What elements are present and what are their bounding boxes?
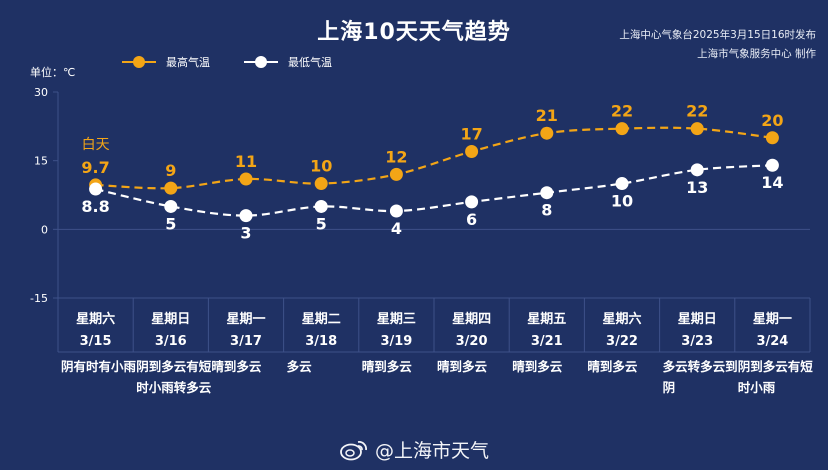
weekday-label: 星期日 bbox=[678, 312, 717, 327]
date-label: 3/23 bbox=[681, 334, 713, 349]
weather-condition-text: 时小雨转多云 bbox=[136, 380, 212, 395]
high-temp-label: 12 bbox=[385, 147, 407, 166]
weather-condition-text: 多云转多云到 bbox=[663, 359, 738, 374]
weather-condition-text: 阴 bbox=[663, 380, 676, 395]
low-temp-point bbox=[465, 195, 479, 209]
low-temp-point bbox=[615, 177, 629, 191]
low-temp-point bbox=[239, 209, 253, 223]
weather-condition-text: 晴到多云 bbox=[362, 359, 413, 374]
low-temp-label: 3 bbox=[240, 224, 251, 243]
y-tick-label: 0 bbox=[41, 223, 48, 236]
high-temp-label: 9.7 bbox=[81, 158, 109, 177]
low-temp-point bbox=[690, 163, 704, 177]
high-temp-point bbox=[164, 181, 178, 195]
legend-low-label: 最低气温 bbox=[288, 56, 332, 69]
issuer-line-2: 上海市气象服务中心 制作 bbox=[697, 48, 816, 60]
date-label: 3/22 bbox=[606, 334, 638, 349]
low-temp-label: 13 bbox=[686, 178, 708, 197]
low-temp-point bbox=[164, 199, 178, 213]
legend-item-high: 最高气温 bbox=[122, 54, 210, 70]
issuer-info: 上海中心气象台2025年3月15日16时发布 上海市气象服务中心 制作 bbox=[516, 26, 816, 64]
high-temp-point bbox=[465, 145, 479, 159]
high-temp-point bbox=[389, 167, 403, 181]
high-temp-point bbox=[239, 172, 253, 186]
date-label: 3/21 bbox=[531, 334, 563, 349]
legend-low-marker bbox=[244, 56, 278, 68]
legend-high-marker bbox=[122, 56, 156, 68]
weather-condition-text: 晴到多云 bbox=[587, 359, 638, 374]
issuer-line-1: 上海中心气象台2025年3月15日16时发布 bbox=[619, 29, 816, 41]
high-temp-line bbox=[95, 126, 773, 190]
low-temp-point bbox=[89, 182, 103, 196]
weekday-label: 星期一 bbox=[226, 312, 265, 327]
y-tick-label: 15 bbox=[34, 155, 48, 168]
y-tick-label: 30 bbox=[34, 86, 48, 99]
high-temp-label: 22 bbox=[611, 102, 633, 121]
legend-item-low: 最低气温 bbox=[244, 54, 332, 70]
high-temp-point bbox=[314, 177, 328, 191]
high-temp-label: 21 bbox=[536, 106, 558, 125]
high-temp-label: 11 bbox=[235, 152, 257, 171]
high-temp-point bbox=[690, 122, 704, 136]
date-label: 3/20 bbox=[456, 334, 488, 349]
low-temp-label: 10 bbox=[611, 192, 633, 211]
low-temp-line bbox=[95, 164, 773, 217]
date-label: 3/19 bbox=[380, 334, 412, 349]
weather-condition-text: 晴到多云 bbox=[512, 359, 563, 374]
footer: @上海市天气 bbox=[0, 436, 828, 463]
daytime-label: 白天 bbox=[82, 137, 110, 153]
low-temp-point bbox=[389, 204, 403, 218]
weather-condition-text: 多云 bbox=[287, 359, 313, 374]
legend-high-label: 最高气温 bbox=[166, 56, 210, 69]
weekday-label: 星期五 bbox=[527, 312, 566, 327]
high-temp-label: 9 bbox=[165, 161, 176, 180]
weekday-label: 星期六 bbox=[602, 311, 641, 327]
weekday-label: 星期三 bbox=[377, 312, 416, 327]
weather-condition-text: 晴到多云 bbox=[437, 359, 488, 374]
weather-condition-text: 阴到多云有短 bbox=[738, 359, 814, 374]
y-tick-label: -15 bbox=[30, 292, 48, 305]
y-axis-unit-label: 单位：℃ bbox=[30, 66, 76, 79]
page-title: 上海10天天气趋势 bbox=[317, 20, 511, 45]
low-temp-point bbox=[540, 186, 554, 200]
high-temp-label: 20 bbox=[761, 111, 783, 130]
high-temp-point bbox=[615, 122, 629, 136]
low-temp-point bbox=[765, 158, 779, 172]
low-temp-label: 5 bbox=[165, 214, 176, 233]
chart-legend: 最高气温 最低气温 bbox=[122, 54, 366, 70]
low-temp-label: 8.8 bbox=[81, 197, 109, 216]
weekday-label: 星期一 bbox=[753, 312, 792, 327]
date-label: 3/18 bbox=[305, 334, 337, 349]
weather-condition-text: 晴到多云 bbox=[211, 359, 262, 374]
weibo-icon bbox=[340, 440, 367, 460]
weather-condition-text: 时小雨 bbox=[738, 380, 776, 395]
low-temp-label: 5 bbox=[316, 214, 327, 233]
date-label: 3/16 bbox=[155, 334, 187, 349]
high-temp-label: 22 bbox=[686, 102, 708, 121]
low-temp-label: 4 bbox=[391, 219, 402, 238]
low-temp-label: 6 bbox=[466, 210, 477, 229]
weekday-label: 星期二 bbox=[302, 312, 341, 327]
date-label: 3/15 bbox=[80, 334, 112, 349]
weekday-label: 星期日 bbox=[151, 312, 190, 327]
high-temp-label: 10 bbox=[310, 157, 332, 176]
footer-account: @上海市天气 bbox=[374, 440, 489, 462]
high-temp-point bbox=[540, 126, 554, 140]
date-label: 3/17 bbox=[230, 334, 262, 349]
weekday-label: 星期四 bbox=[452, 312, 491, 327]
low-temp-label: 8 bbox=[541, 201, 552, 220]
low-temp-point bbox=[314, 199, 328, 213]
weather-condition-text: 阴有时有小雨 bbox=[61, 359, 137, 374]
high-temp-point bbox=[765, 131, 779, 145]
weather-condition-text: 阴到多云有短 bbox=[136, 359, 212, 374]
high-temp-label: 17 bbox=[460, 125, 482, 144]
date-label: 3/24 bbox=[756, 334, 788, 349]
weekday-label: 星期六 bbox=[76, 311, 115, 327]
low-temp-label: 14 bbox=[761, 173, 783, 192]
